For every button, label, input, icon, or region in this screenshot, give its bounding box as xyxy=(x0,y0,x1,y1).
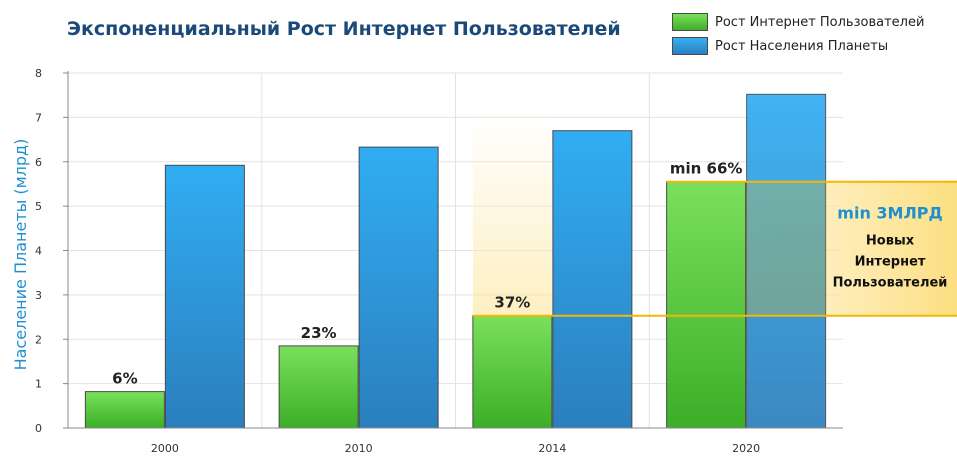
bar-label-internet-2020: min 66% xyxy=(670,160,743,178)
legend-label-population: Рост Населения Планеты xyxy=(715,38,889,54)
legend-swatch-internet xyxy=(672,13,708,31)
legend-swatch-population xyxy=(672,37,708,55)
x-tick-label-2014: 2014 xyxy=(538,442,566,455)
legend-label-internet: Рост Интернет Пользователей xyxy=(715,14,925,30)
bar-population-2014[interactable] xyxy=(552,130,633,429)
y-tick-label: 3 xyxy=(35,289,42,302)
bar-population-2000[interactable] xyxy=(164,164,245,429)
y-tick-label: 0 xyxy=(35,422,42,435)
legend: Рост Интернет Пользователей Рост Населен… xyxy=(672,10,924,58)
y-tick-label: 4 xyxy=(35,245,42,258)
highlight-overlay-2020 xyxy=(746,181,826,316)
y-tick-label: 8 xyxy=(35,67,42,80)
x-tick-label-2010: 2010 xyxy=(345,442,373,455)
x-tick-label-2020: 2020 xyxy=(732,442,760,455)
bar-population-2010[interactable] xyxy=(358,146,439,429)
y-tick-label: 2 xyxy=(35,333,42,346)
callout-line: Интернет xyxy=(855,255,926,270)
y-axis-title: Население Планеты (млрд) xyxy=(11,139,30,371)
bar-internet-2014[interactable] xyxy=(472,315,553,429)
bar-internet-2010[interactable] xyxy=(278,345,359,429)
bar-label-internet-2014: 37% xyxy=(494,294,530,312)
callout-line: Пользователей xyxy=(833,276,948,291)
legend-item-population[interactable]: Рост Населения Планеты xyxy=(672,34,924,58)
legend-item-internet[interactable]: Рост Интернет Пользователей xyxy=(672,10,924,34)
y-tick-label: 6 xyxy=(35,156,42,169)
bar-label-internet-2010: 23% xyxy=(301,324,337,342)
y-tick-label: 1 xyxy=(35,378,42,391)
callout-line: Новых xyxy=(866,234,915,249)
bar-population-2020[interactable] xyxy=(746,93,827,429)
chart-title: Экспоненциальный Рост Интернет Пользоват… xyxy=(67,18,621,40)
y-tick-label: 5 xyxy=(35,200,42,213)
bar-label-internet-2000: 6% xyxy=(112,370,137,388)
callout-heading: min 3МЛРД xyxy=(837,204,942,223)
y-tick-label: 7 xyxy=(35,111,42,124)
bar-internet-2000[interactable] xyxy=(84,391,165,429)
x-tick-label-2000: 2000 xyxy=(151,442,179,455)
highlight-glow-left xyxy=(472,111,552,316)
bar-internet-2020[interactable] xyxy=(666,181,747,429)
